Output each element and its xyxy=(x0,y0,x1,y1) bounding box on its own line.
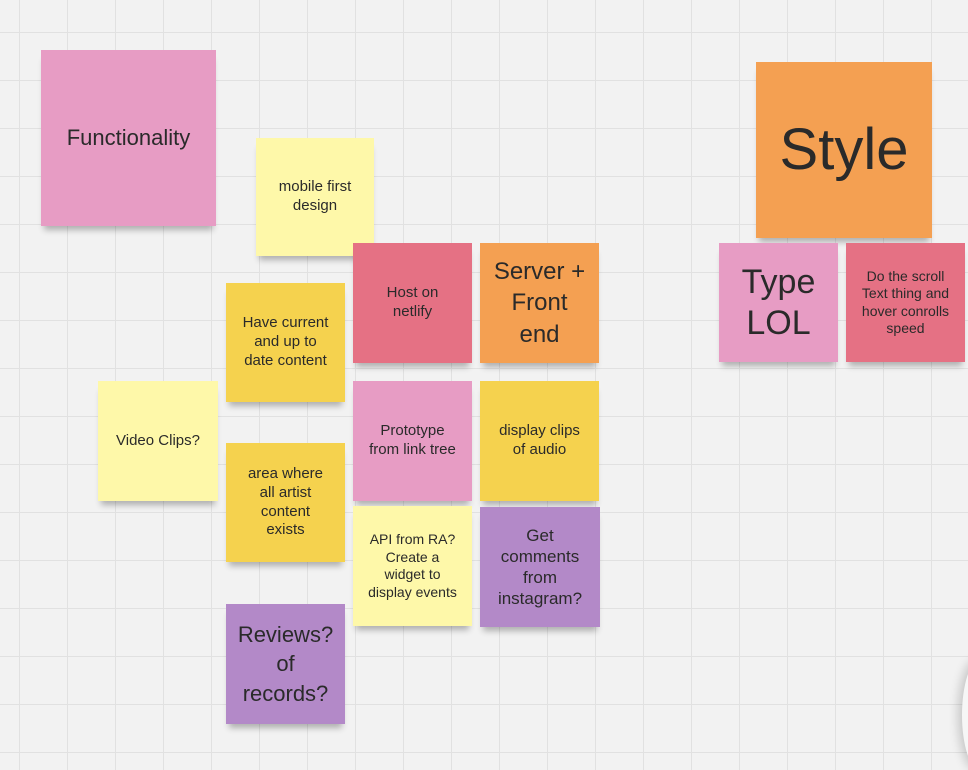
sticky-note-server-frontend[interactable]: Server + Front end xyxy=(480,243,599,363)
sticky-note-text: Video Clips? xyxy=(116,431,200,449)
sticky-note-type-lol[interactable]: Type LOL xyxy=(719,243,838,362)
sticky-note-text: Style xyxy=(779,116,909,182)
sticky-note-prototype-linktree[interactable]: Prototype from link tree xyxy=(353,381,472,501)
sticky-note-text: Have current and up to date content xyxy=(242,314,329,369)
sticky-note-api-ra[interactable]: API from RA? Create a widget to display … xyxy=(353,506,472,626)
sticky-note-instagram-comments[interactable]: Get comments from instagram? xyxy=(480,507,600,627)
sticky-note-text: Reviews? of records? xyxy=(237,622,334,706)
sticky-note-text: Host on netlify xyxy=(386,284,439,320)
sticky-note-text: Do the scroll Text thing and hover conro… xyxy=(861,267,950,337)
sticky-note-style[interactable]: Style xyxy=(756,62,932,238)
offscreen-panel-edge xyxy=(962,660,968,770)
sticky-note-text: Prototype from link tree xyxy=(369,422,456,458)
sticky-note-text: display clips of audio xyxy=(499,422,580,458)
sticky-note-host-netlify[interactable]: Host on netlify xyxy=(353,243,472,363)
sticky-note-video-clips[interactable]: Video Clips? xyxy=(98,381,218,501)
sticky-note-text: API from RA? Create a widget to display … xyxy=(368,531,457,600)
sticky-note-scroll-text[interactable]: Do the scroll Text thing and hover conro… xyxy=(846,243,965,362)
sticky-note-text: area where all artist content exists xyxy=(247,465,324,539)
sticky-note-current-content[interactable]: Have current and up to date content xyxy=(226,283,345,402)
sticky-note-text: mobile first design xyxy=(278,178,352,214)
sticky-note-reviews-records[interactable]: Reviews? of records? xyxy=(226,604,345,724)
sticky-note-text: Get comments from instagram? xyxy=(497,525,583,609)
sticky-note-text: Functionality xyxy=(66,125,191,151)
sticky-note-artist-content[interactable]: area where all artist content exists xyxy=(226,443,345,562)
sticky-note-functionality[interactable]: Functionality xyxy=(41,50,216,226)
sticky-note-display-audio[interactable]: display clips of audio xyxy=(480,381,599,501)
sticky-note-text: Server + Front end xyxy=(493,258,586,348)
sticky-note-text: Type LOL xyxy=(741,262,816,342)
sticky-note-mobile-first[interactable]: mobile first design xyxy=(256,138,374,256)
